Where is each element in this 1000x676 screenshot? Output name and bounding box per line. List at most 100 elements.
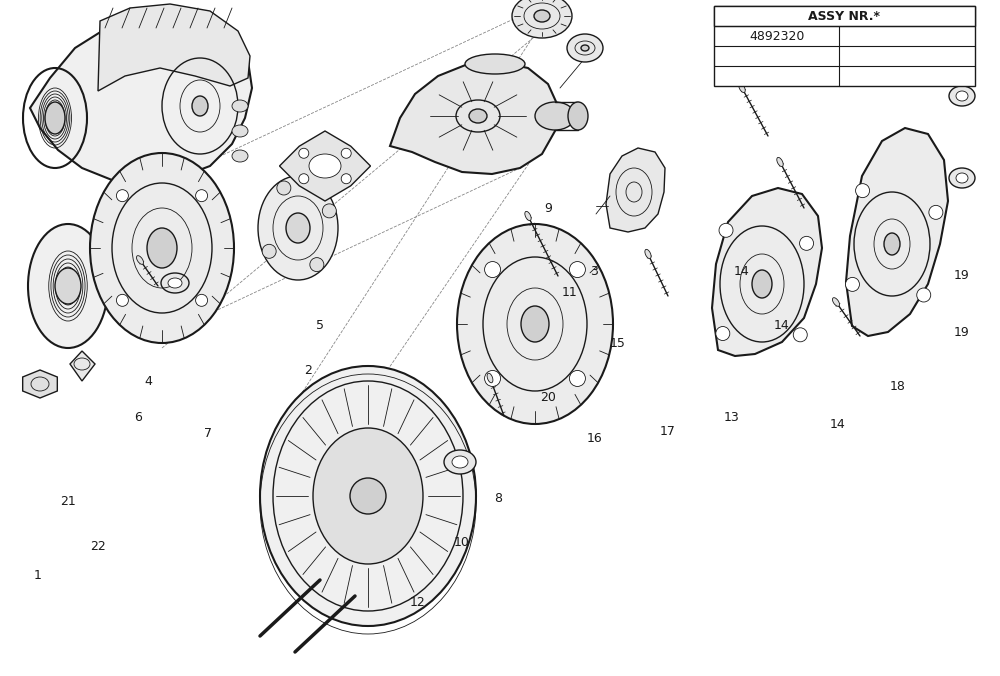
Ellipse shape [28, 224, 108, 348]
Circle shape [350, 478, 386, 514]
Circle shape [719, 223, 733, 237]
Text: ASSY NR.*: ASSY NR.* [808, 9, 881, 22]
Ellipse shape [90, 153, 234, 343]
Ellipse shape [136, 256, 144, 264]
Ellipse shape [581, 45, 589, 51]
Circle shape [196, 190, 208, 201]
Ellipse shape [313, 428, 423, 564]
Circle shape [793, 328, 807, 342]
Ellipse shape [232, 100, 248, 112]
Ellipse shape [949, 86, 975, 106]
Text: 8: 8 [494, 492, 502, 506]
Text: 5: 5 [316, 319, 324, 333]
Text: 4: 4 [144, 375, 152, 389]
Polygon shape [70, 351, 95, 381]
Ellipse shape [832, 297, 840, 306]
Circle shape [262, 244, 276, 258]
Circle shape [341, 148, 351, 158]
Circle shape [856, 184, 870, 197]
Ellipse shape [739, 83, 745, 93]
Text: 19: 19 [954, 269, 970, 283]
Circle shape [277, 181, 291, 195]
Ellipse shape [286, 213, 310, 243]
Ellipse shape [512, 0, 572, 38]
Circle shape [341, 174, 351, 184]
Ellipse shape [884, 233, 900, 255]
Ellipse shape [192, 96, 208, 116]
Ellipse shape [147, 228, 177, 268]
Ellipse shape [45, 102, 65, 134]
Ellipse shape [457, 224, 613, 424]
Ellipse shape [525, 212, 531, 220]
Text: 14: 14 [774, 319, 790, 333]
Text: 1: 1 [34, 569, 42, 583]
Text: 14: 14 [734, 265, 750, 279]
Text: 22: 22 [90, 539, 106, 553]
Polygon shape [390, 62, 558, 174]
Ellipse shape [534, 10, 550, 22]
Ellipse shape [521, 306, 549, 342]
Text: 19: 19 [954, 326, 970, 339]
Ellipse shape [55, 268, 81, 304]
Bar [714, 6, 975, 26]
Circle shape [569, 370, 585, 387]
Text: 12: 12 [410, 596, 426, 610]
Polygon shape [30, 16, 252, 182]
Text: 15: 15 [610, 337, 626, 350]
Text: 7: 7 [204, 427, 212, 441]
Circle shape [299, 174, 309, 184]
Ellipse shape [161, 273, 189, 293]
Ellipse shape [487, 373, 493, 383]
Ellipse shape [956, 91, 968, 101]
Text: 6: 6 [134, 411, 142, 425]
Ellipse shape [752, 270, 772, 298]
Ellipse shape [568, 102, 588, 130]
Text: 14: 14 [830, 418, 846, 431]
Ellipse shape [232, 150, 248, 162]
Text: 18: 18 [890, 380, 906, 393]
Polygon shape [98, 4, 250, 91]
Ellipse shape [258, 176, 338, 280]
Circle shape [299, 148, 309, 158]
Polygon shape [712, 188, 822, 356]
Ellipse shape [949, 168, 975, 188]
Text: 2: 2 [304, 364, 312, 377]
Circle shape [310, 258, 324, 272]
Ellipse shape [260, 366, 476, 626]
Polygon shape [23, 370, 57, 398]
Text: 11: 11 [562, 285, 578, 299]
Circle shape [116, 190, 128, 201]
Circle shape [716, 327, 730, 341]
Ellipse shape [567, 34, 603, 62]
Ellipse shape [452, 456, 468, 468]
Ellipse shape [469, 109, 487, 123]
Circle shape [917, 288, 931, 302]
Circle shape [322, 204, 336, 218]
Text: 4892320: 4892320 [749, 30, 804, 43]
Ellipse shape [777, 158, 783, 166]
Circle shape [196, 294, 208, 306]
Circle shape [929, 206, 943, 219]
Ellipse shape [168, 278, 182, 288]
Ellipse shape [956, 173, 968, 183]
Ellipse shape [309, 154, 341, 178]
Circle shape [116, 294, 128, 306]
Ellipse shape [535, 102, 575, 130]
Text: 13: 13 [724, 411, 740, 425]
Bar [714, 6, 975, 86]
Ellipse shape [444, 450, 476, 474]
Ellipse shape [465, 54, 525, 74]
Circle shape [485, 370, 501, 387]
Polygon shape [280, 131, 370, 201]
Ellipse shape [645, 249, 651, 259]
Circle shape [569, 262, 585, 278]
Circle shape [800, 237, 814, 250]
Circle shape [845, 277, 859, 291]
Circle shape [485, 262, 501, 278]
Polygon shape [606, 148, 665, 232]
Ellipse shape [232, 125, 248, 137]
Text: 9: 9 [544, 201, 552, 215]
Text: 10: 10 [454, 535, 470, 549]
Text: 21: 21 [60, 495, 76, 508]
Text: 3: 3 [590, 265, 598, 279]
